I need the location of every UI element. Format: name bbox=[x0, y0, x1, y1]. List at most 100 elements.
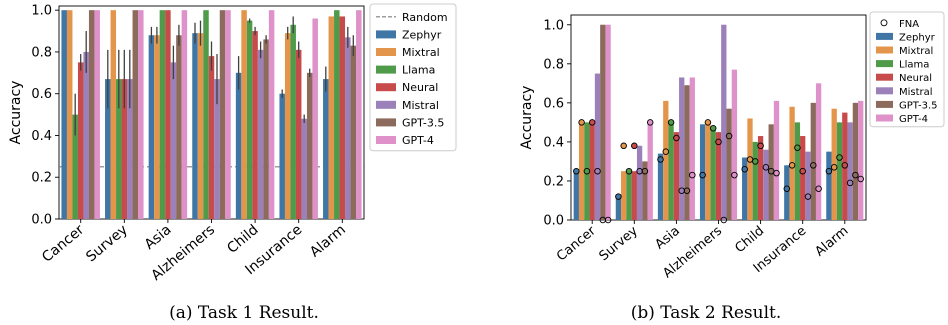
bar-gpt-4-child bbox=[268, 10, 275, 220]
bar-zephyr-insurance bbox=[784, 165, 790, 220]
x-tick-label-cancer: Cancer bbox=[554, 223, 599, 264]
legend-label-zephyr: Zephyr bbox=[899, 32, 936, 43]
y-axis-label: Accuracy bbox=[519, 86, 535, 150]
bar-mistral-insurance bbox=[301, 118, 307, 219]
series-mixtral bbox=[66, 10, 335, 220]
fna-marker-neural-cancer bbox=[588, 119, 596, 126]
bar-mixtral-asia bbox=[663, 100, 669, 220]
bar-zephyr-survey bbox=[615, 196, 622, 220]
legend-label-fna: FNA bbox=[899, 19, 919, 30]
legend-swatch-mistral bbox=[876, 87, 893, 95]
bar-zephyr-child bbox=[742, 157, 748, 220]
fna-marker-zephyr-asia bbox=[657, 156, 664, 163]
bar-zephyr-child bbox=[235, 72, 242, 219]
bar-mixtral-alzheimers bbox=[197, 33, 204, 219]
bar-zephyr-cancer bbox=[573, 171, 579, 220]
bar-neural-asia bbox=[673, 132, 680, 220]
bar-gpt-3-5-asia bbox=[684, 85, 690, 221]
legend-swatch-gpt-4 bbox=[876, 114, 893, 122]
series-mistral bbox=[83, 26, 351, 220]
legend-swatch-gpt-3-5 bbox=[876, 100, 893, 108]
bar-llama-cancer bbox=[72, 114, 78, 219]
bar-gpt-4-alzheimers bbox=[225, 10, 231, 220]
legend-swatch-zephyr bbox=[876, 32, 893, 40]
legend-swatch-llama bbox=[876, 60, 893, 68]
bar-mixtral-cancer bbox=[66, 10, 73, 220]
bar-neural-cancer bbox=[77, 62, 84, 219]
series-neural bbox=[589, 112, 848, 220]
bar-gpt-3-5-cancer bbox=[88, 10, 95, 220]
bar-zephyr-asia bbox=[148, 35, 155, 220]
fna-marker-gpt-4-child bbox=[773, 169, 780, 177]
legend-label-mixtral: Mixtral bbox=[899, 46, 933, 57]
bar-llama-alzheimers bbox=[203, 10, 209, 220]
bar-mixtral-survey bbox=[110, 10, 117, 220]
bar-zephyr-survey bbox=[105, 79, 111, 220]
bar-neural-survey bbox=[631, 171, 637, 220]
legend-label-gpt-3-5: GPT-3.5 bbox=[402, 116, 444, 129]
series-gpt-3-5 bbox=[88, 10, 357, 220]
bar-gpt-4-insurance bbox=[312, 18, 318, 219]
legend-label-gpt-3-5: GPT-3.5 bbox=[899, 100, 937, 111]
legend-swatch-mixtral bbox=[376, 48, 396, 56]
bar-llama-alzheimers bbox=[710, 126, 716, 220]
bar-neural-child bbox=[252, 31, 258, 219]
bar-gpt-4-alzheimers bbox=[731, 69, 738, 221]
caption-task1: (a) Task 1 Result. bbox=[169, 303, 319, 323]
legend-swatch-neural bbox=[376, 83, 396, 92]
bar-gpt-4-child bbox=[773, 100, 780, 220]
fna-marker-llama-child bbox=[752, 158, 759, 165]
bar-gpt-4-asia bbox=[181, 10, 188, 220]
bar-mistral-child bbox=[257, 49, 264, 220]
fna-marker-mixtral-cancer bbox=[578, 119, 585, 126]
x-tick-label-alarm: Alarm bbox=[812, 224, 851, 260]
fna-marker-mistral-child bbox=[762, 164, 770, 171]
x-tick-label-asia: Asia bbox=[652, 224, 683, 253]
series-gpt-4 bbox=[94, 10, 362, 220]
legend: FNA Zephyr Mixtral Llama Neural Mistral GPT-3.… bbox=[869, 11, 945, 128]
bar-gpt-3-5-child bbox=[263, 39, 269, 219]
fna-marker-llama-survey bbox=[625, 167, 633, 175]
bar-mistral-child bbox=[763, 149, 769, 220]
legend-swatch-zephyr bbox=[376, 30, 396, 39]
fna-marker-gpt-4-asia bbox=[689, 171, 696, 179]
y-tick-label: 0.2 bbox=[543, 174, 564, 189]
x-tick-label-child: Child bbox=[224, 222, 261, 257]
legend-label-neural: Neural bbox=[899, 73, 932, 84]
series-llama bbox=[72, 10, 340, 220]
bar-mistral-survey bbox=[127, 79, 133, 220]
bar-mixtral-cancer bbox=[578, 122, 585, 220]
bar-mixtral-alarm bbox=[328, 16, 335, 219]
caption-task2: (b) Task 2 Result. bbox=[631, 303, 782, 323]
fna-marker-mistral-alarm bbox=[846, 179, 854, 187]
bar-gpt-3-5-alzheimers bbox=[219, 10, 226, 220]
legend-label-llama: Llama bbox=[402, 64, 435, 77]
fna-marker-mixtral-insurance bbox=[788, 162, 796, 169]
bar-gpt-4-alarm bbox=[858, 100, 864, 220]
bar-gpt-3-5-insurance bbox=[810, 102, 816, 220]
legend-label-neural: Neural bbox=[402, 81, 438, 94]
bar-gpt-3-5-child bbox=[768, 124, 774, 220]
legend-swatch-llama bbox=[376, 65, 396, 74]
fna-marker-llama-cancer bbox=[583, 167, 591, 175]
fna-marker-neural-insurance bbox=[799, 167, 806, 175]
bar-neural-insurance bbox=[800, 136, 806, 220]
fna-marker-llama-alarm bbox=[836, 154, 843, 161]
bar-mixtral-insurance bbox=[284, 33, 291, 219]
bar-zephyr-alarm bbox=[826, 151, 832, 220]
y-tick-label: 0.8 bbox=[543, 57, 564, 72]
bar-gpt-4-survey bbox=[647, 122, 653, 220]
fna-marker-mistral-alzheimers bbox=[720, 216, 728, 224]
fna-marker-gpt-3-5-alarm bbox=[852, 171, 859, 179]
fna-marker-neural-asia bbox=[673, 134, 680, 142]
bar-neural-alarm bbox=[842, 112, 848, 220]
fna-marker-zephyr-child bbox=[741, 165, 748, 173]
bar-mixtral-alzheimers bbox=[705, 122, 711, 220]
legend-box bbox=[369, 3, 457, 152]
y-tick-label: 0.4 bbox=[543, 135, 564, 150]
bar-llama-child bbox=[752, 141, 758, 220]
bar-neural-insurance bbox=[295, 49, 302, 220]
legend-label-llama: Llama bbox=[899, 60, 929, 71]
